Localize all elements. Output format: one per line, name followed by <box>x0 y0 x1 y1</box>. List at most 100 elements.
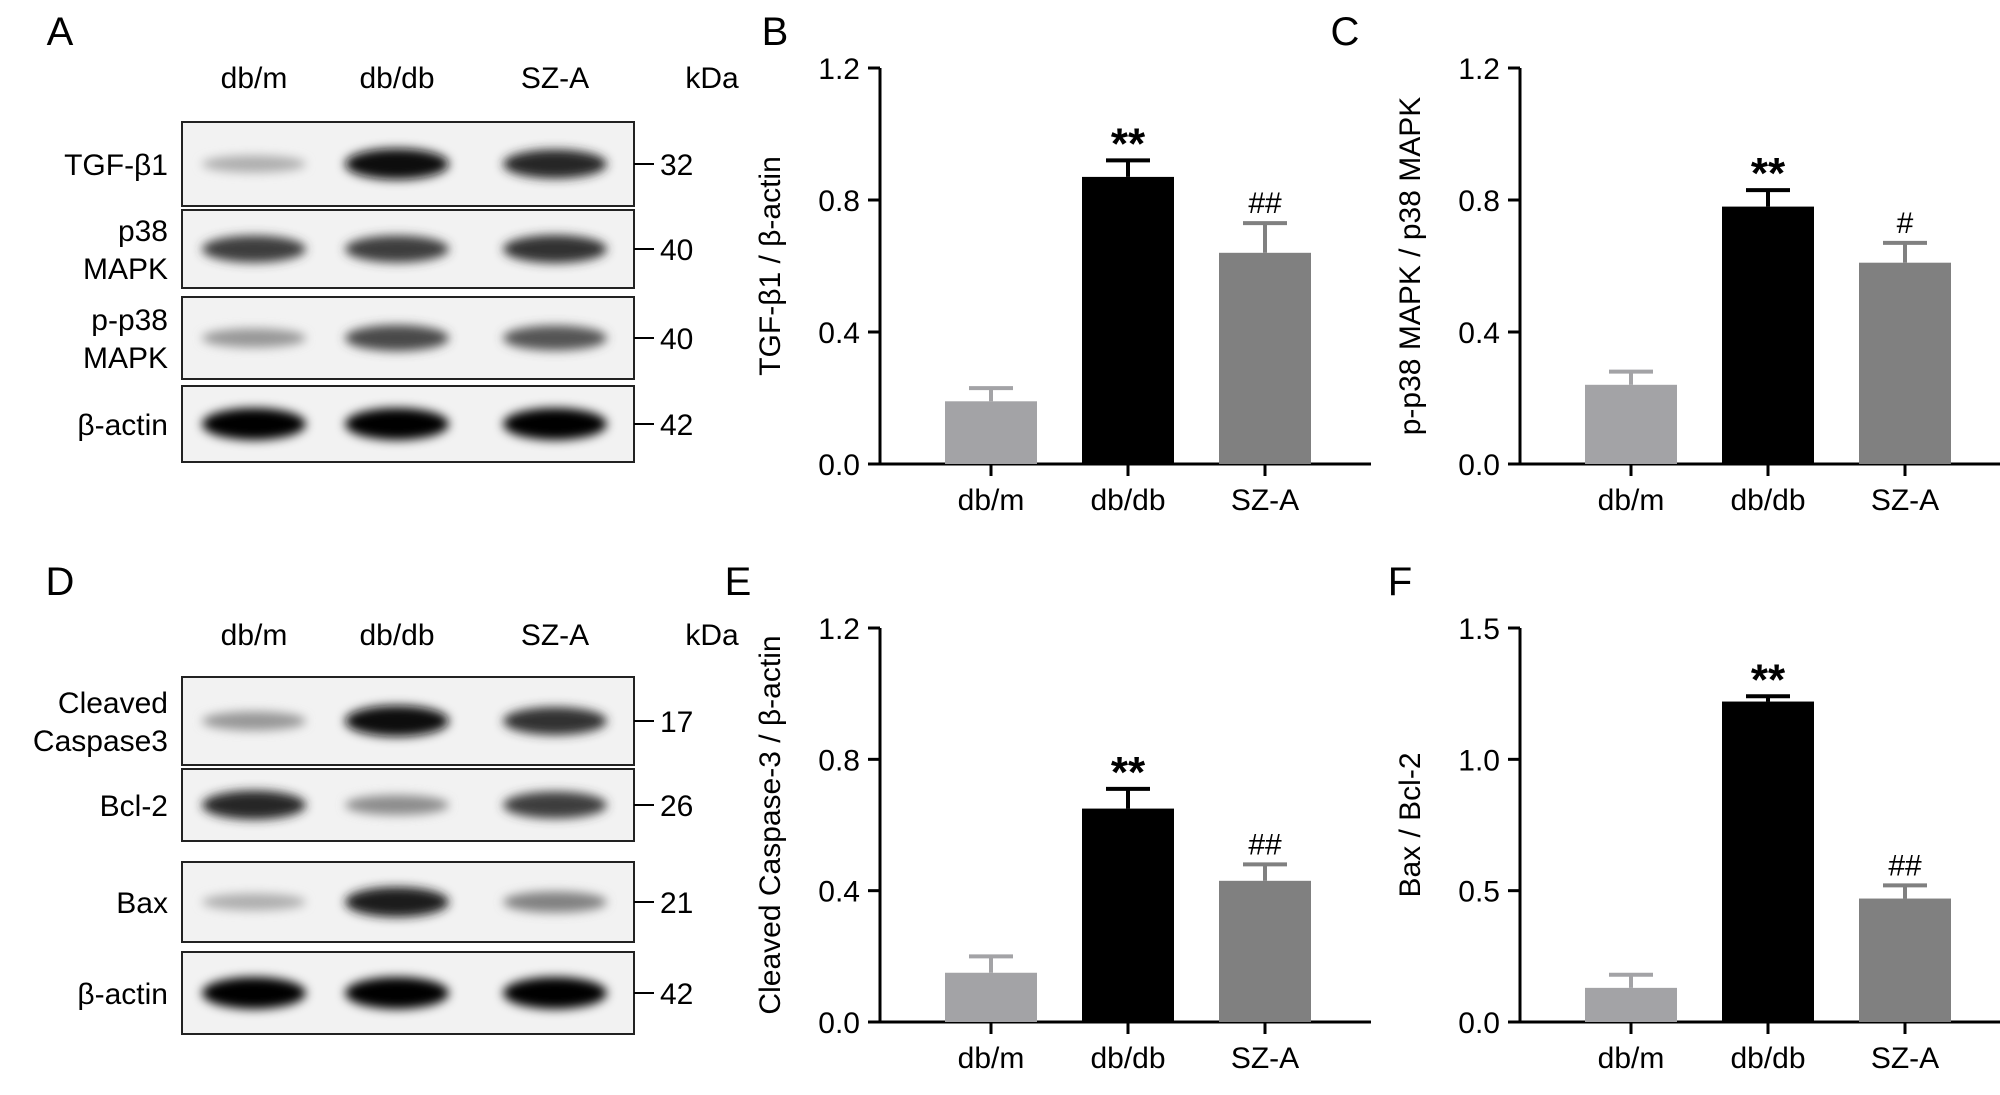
x-tick-label: db/m <box>958 484 1025 517</box>
y-tick-label: 0.8 <box>818 744 860 777</box>
blot-band <box>202 328 306 348</box>
significance-label: ## <box>1888 849 1922 882</box>
bar <box>1219 880 1311 1022</box>
bar <box>1859 262 1951 464</box>
kda-value: 32 <box>660 149 693 182</box>
blot-band <box>503 791 607 819</box>
significance-label: ## <box>1248 187 1282 220</box>
significance-label: ** <box>1111 119 1146 168</box>
x-tick-label: db/db <box>1730 484 1805 517</box>
blot-band <box>345 705 449 737</box>
kda-header: kDa <box>685 619 739 652</box>
y-tick-label: 0.0 <box>818 1007 860 1040</box>
bar-chart-e: E 0.0 0.4 0.8 1.2 Cleaved Caspase-3 / β-actin… <box>725 560 1371 1075</box>
y-tick-label: 0.4 <box>818 317 860 350</box>
blot-row: p-p38 MAPK 40 <box>83 296 693 380</box>
y-tick-label: 1.5 <box>1458 613 1500 646</box>
x-tick-label: db/m <box>958 1042 1025 1075</box>
lane-label: db/m <box>221 619 288 652</box>
panel-letter: E <box>725 560 752 604</box>
bar <box>945 401 1037 464</box>
kda-value: 26 <box>660 790 693 823</box>
blot-band <box>345 408 449 440</box>
lane-label: db/db <box>359 62 434 95</box>
x-tick-label: db/m <box>1598 1042 1665 1075</box>
x-tick-label: SZ-A <box>1231 484 1299 517</box>
bar <box>1082 808 1174 1022</box>
y-tick-label: 0.5 <box>1458 876 1500 909</box>
kda-value: 40 <box>660 234 693 267</box>
y-axis-label: p-p38 MAPK / p38 MAPK <box>1394 97 1427 436</box>
protein-label: Bax <box>116 887 168 920</box>
protein-label: Caspase3 <box>33 725 168 758</box>
blot-band <box>503 891 607 913</box>
panel-letter: A <box>47 10 74 54</box>
lane-label: SZ-A <box>521 62 589 95</box>
blot-row: Cleaved Caspase3 17 <box>33 676 693 766</box>
lane-label: SZ-A <box>521 619 589 652</box>
blot-band <box>202 155 306 173</box>
panel-letter: D <box>46 560 75 604</box>
blot-band <box>503 149 607 179</box>
kda-value: 42 <box>660 409 693 442</box>
x-tick-label: SZ-A <box>1871 1042 1939 1075</box>
panel-letter: F <box>1388 560 1412 604</box>
protein-label: p38 <box>118 215 168 248</box>
kda-value: 17 <box>660 706 693 739</box>
kda-value: 21 <box>660 887 693 920</box>
blot-band <box>503 325 607 351</box>
kda-value: 40 <box>660 323 693 356</box>
x-tick-label: SZ-A <box>1871 484 1939 517</box>
y-axis-label: Cleaved Caspase-3 / β-actin <box>754 635 787 1014</box>
significance-label: ** <box>1751 655 1786 704</box>
y-tick-label: 0.0 <box>1458 1007 1500 1040</box>
blot-row: Bax 21 <box>116 861 693 943</box>
protein-label: Bcl-2 <box>100 790 168 823</box>
bar <box>1585 987 1677 1022</box>
y-tick-label: 1.2 <box>1458 53 1500 86</box>
bar-chart-c: C 0.0 0.4 0.8 1.2 p-p38 MAPK / p38 MAPK db/m db… <box>1331 10 2000 517</box>
significance-label: ## <box>1248 828 1282 861</box>
panel-letter: C <box>1331 10 1360 54</box>
protein-label: β-actin <box>77 409 168 442</box>
blot-band <box>345 325 449 351</box>
blot-band <box>503 408 607 440</box>
blot-band <box>202 977 306 1009</box>
y-tick-label: 1.2 <box>818 53 860 86</box>
y-tick-label: 0.8 <box>818 185 860 218</box>
bar <box>1722 206 1814 464</box>
blot-band <box>202 893 306 911</box>
protein-label: p-p38 <box>91 304 168 337</box>
kda-value: 42 <box>660 978 693 1011</box>
bar <box>1722 701 1814 1022</box>
bar <box>945 972 1037 1022</box>
blot-row: β-actin 42 <box>77 951 693 1035</box>
y-tick-label: 0.0 <box>1458 449 1500 482</box>
protein-label: TGF-β1 <box>64 149 168 182</box>
blot-band <box>202 408 306 440</box>
significance-label: # <box>1897 207 1914 240</box>
y-axis-label: Bax / Bcl-2 <box>1394 752 1427 897</box>
bar-chart-b: B 0.0 0.4 0.8 1.2 TGF-β1 / β-actin db/m db/db **… <box>754 10 1371 517</box>
y-tick-label: 1.0 <box>1458 744 1500 777</box>
blot-band <box>202 711 306 731</box>
y-tick-label: 0.8 <box>1458 185 1500 218</box>
blot-band <box>345 887 449 917</box>
panel-letter: B <box>762 10 789 54</box>
blot-row: p38 MAPK 40 <box>83 209 693 289</box>
blot-panel-d: Ddb/m db/db SZ-A kDa Cleaved Caspase3 17 Bcl-2 2… <box>33 560 739 1035</box>
y-tick-label: 0.4 <box>818 876 860 909</box>
bar <box>1082 176 1174 464</box>
blot-band <box>345 235 449 263</box>
x-tick-label: SZ-A <box>1231 1042 1299 1075</box>
blot-band <box>503 707 607 735</box>
protein-label: MAPK <box>83 253 168 286</box>
bar-chart-f: F 0.0 0.5 1.0 1.5 Bax / Bcl-2 db/m db/db ** SZ-A #… <box>1388 560 2000 1075</box>
significance-label: ** <box>1751 149 1786 198</box>
x-tick-label: db/db <box>1090 1042 1165 1075</box>
x-tick-label: db/db <box>1090 484 1165 517</box>
lane-label: db/m <box>221 62 288 95</box>
blot-panel-a: Adb/m db/db SZ-A kDa TGF-β1 32 p38 MAPK 40 p-p38 M… <box>47 10 739 463</box>
blot-band <box>202 235 306 263</box>
